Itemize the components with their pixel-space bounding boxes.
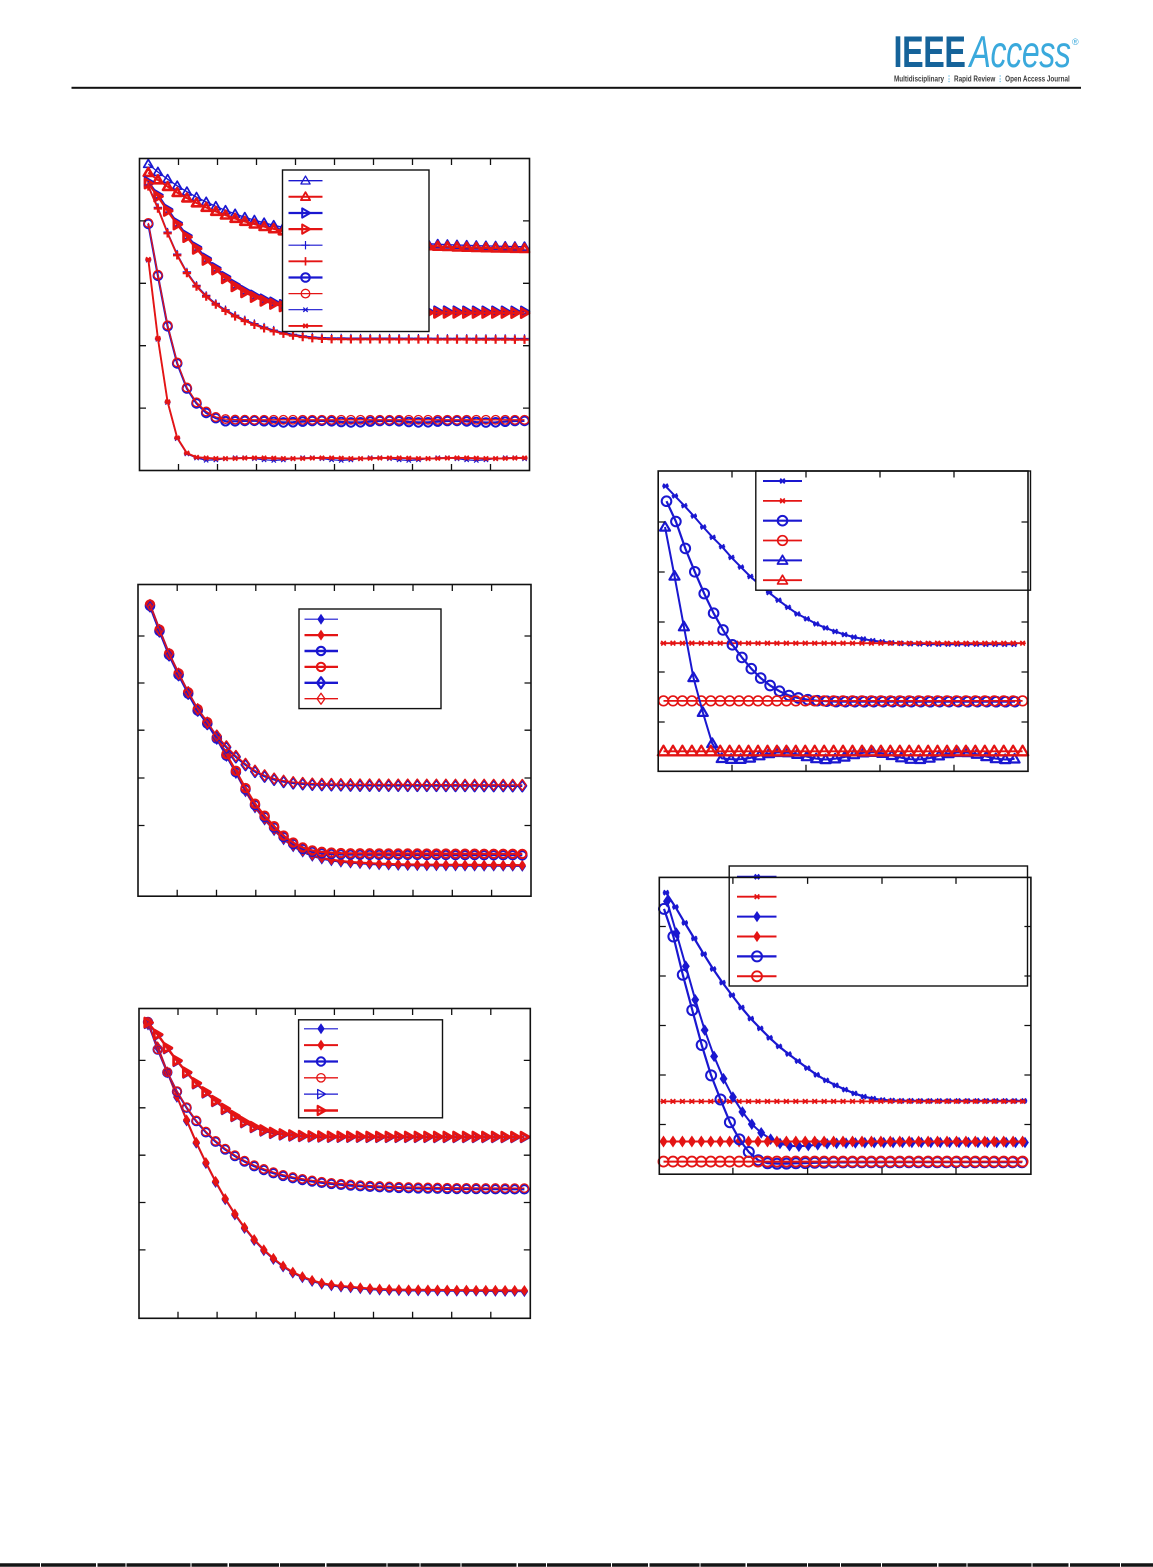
svg-text:IEEE: IEEE [894,28,966,77]
svg-text:Multidisciplinary ⋮ Rapid Revi: Multidisciplinary ⋮ Rapid Review ⋮ Open … [894,73,1070,83]
svg-text:®: ® [1072,37,1079,47]
svg-text:Access: Access [968,28,1071,77]
